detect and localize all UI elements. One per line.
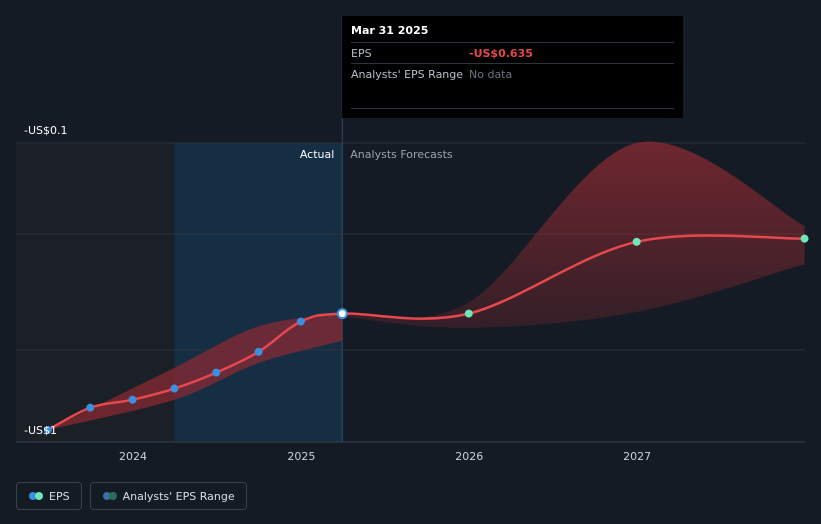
tooltip-row-range: Analysts' EPS Range No data bbox=[351, 63, 674, 84]
eps-actual-point bbox=[296, 317, 305, 326]
tooltip-eps-value: -US$0.635 bbox=[469, 46, 533, 60]
eps-actual-point bbox=[170, 384, 179, 393]
forecast-range-band bbox=[342, 141, 805, 329]
eps-actual-point bbox=[128, 395, 137, 404]
tooltip-range-label: Analysts' EPS Range bbox=[351, 67, 464, 81]
eps-forecast-point bbox=[464, 309, 473, 318]
tooltip-eps-label: EPS bbox=[351, 46, 372, 60]
actual-label: Actual bbox=[300, 148, 334, 161]
eps-swatch-icon bbox=[29, 492, 43, 500]
eps-actual-point bbox=[43, 426, 52, 434]
forecast-label: Analysts Forecasts bbox=[350, 148, 453, 161]
tooltip-date: Mar 31 2025 bbox=[351, 24, 429, 37]
x-tick-label: 2024 bbox=[119, 450, 147, 463]
x-tick-label: 2026 bbox=[455, 450, 483, 463]
legend: EPS Analysts' EPS Range bbox=[16, 482, 247, 510]
y-axis-label-top: -US$0.1 bbox=[24, 124, 68, 137]
eps-actual-point bbox=[254, 347, 263, 356]
tooltip-range-value: No data bbox=[469, 67, 513, 81]
range-swatch-icon bbox=[102, 492, 117, 500]
legend-item-eps[interactable]: EPS bbox=[16, 482, 82, 510]
legend-eps-label: EPS bbox=[49, 489, 70, 503]
tooltip-row-eps: EPS -US$0.635 bbox=[351, 42, 674, 63]
x-tick-label: 2027 bbox=[623, 450, 651, 463]
tooltip-divider bbox=[351, 108, 674, 109]
eps-forecast-point bbox=[800, 234, 809, 243]
actual-region bbox=[174, 143, 343, 442]
tooltip: Mar 31 2025 EPS -US$0.635 Analysts' EPS … bbox=[342, 16, 683, 118]
x-tick-label: 2025 bbox=[287, 450, 315, 463]
eps-actual-point bbox=[212, 368, 221, 377]
eps-point-current bbox=[336, 308, 348, 320]
legend-item-range[interactable]: Analysts' EPS Range bbox=[89, 482, 247, 510]
eps-actual-point bbox=[86, 403, 95, 412]
eps-forecast-point bbox=[632, 237, 641, 246]
y-axis-label-bottom: -US$1 bbox=[24, 424, 57, 437]
legend-range-label: Analysts' EPS Range bbox=[122, 489, 235, 503]
